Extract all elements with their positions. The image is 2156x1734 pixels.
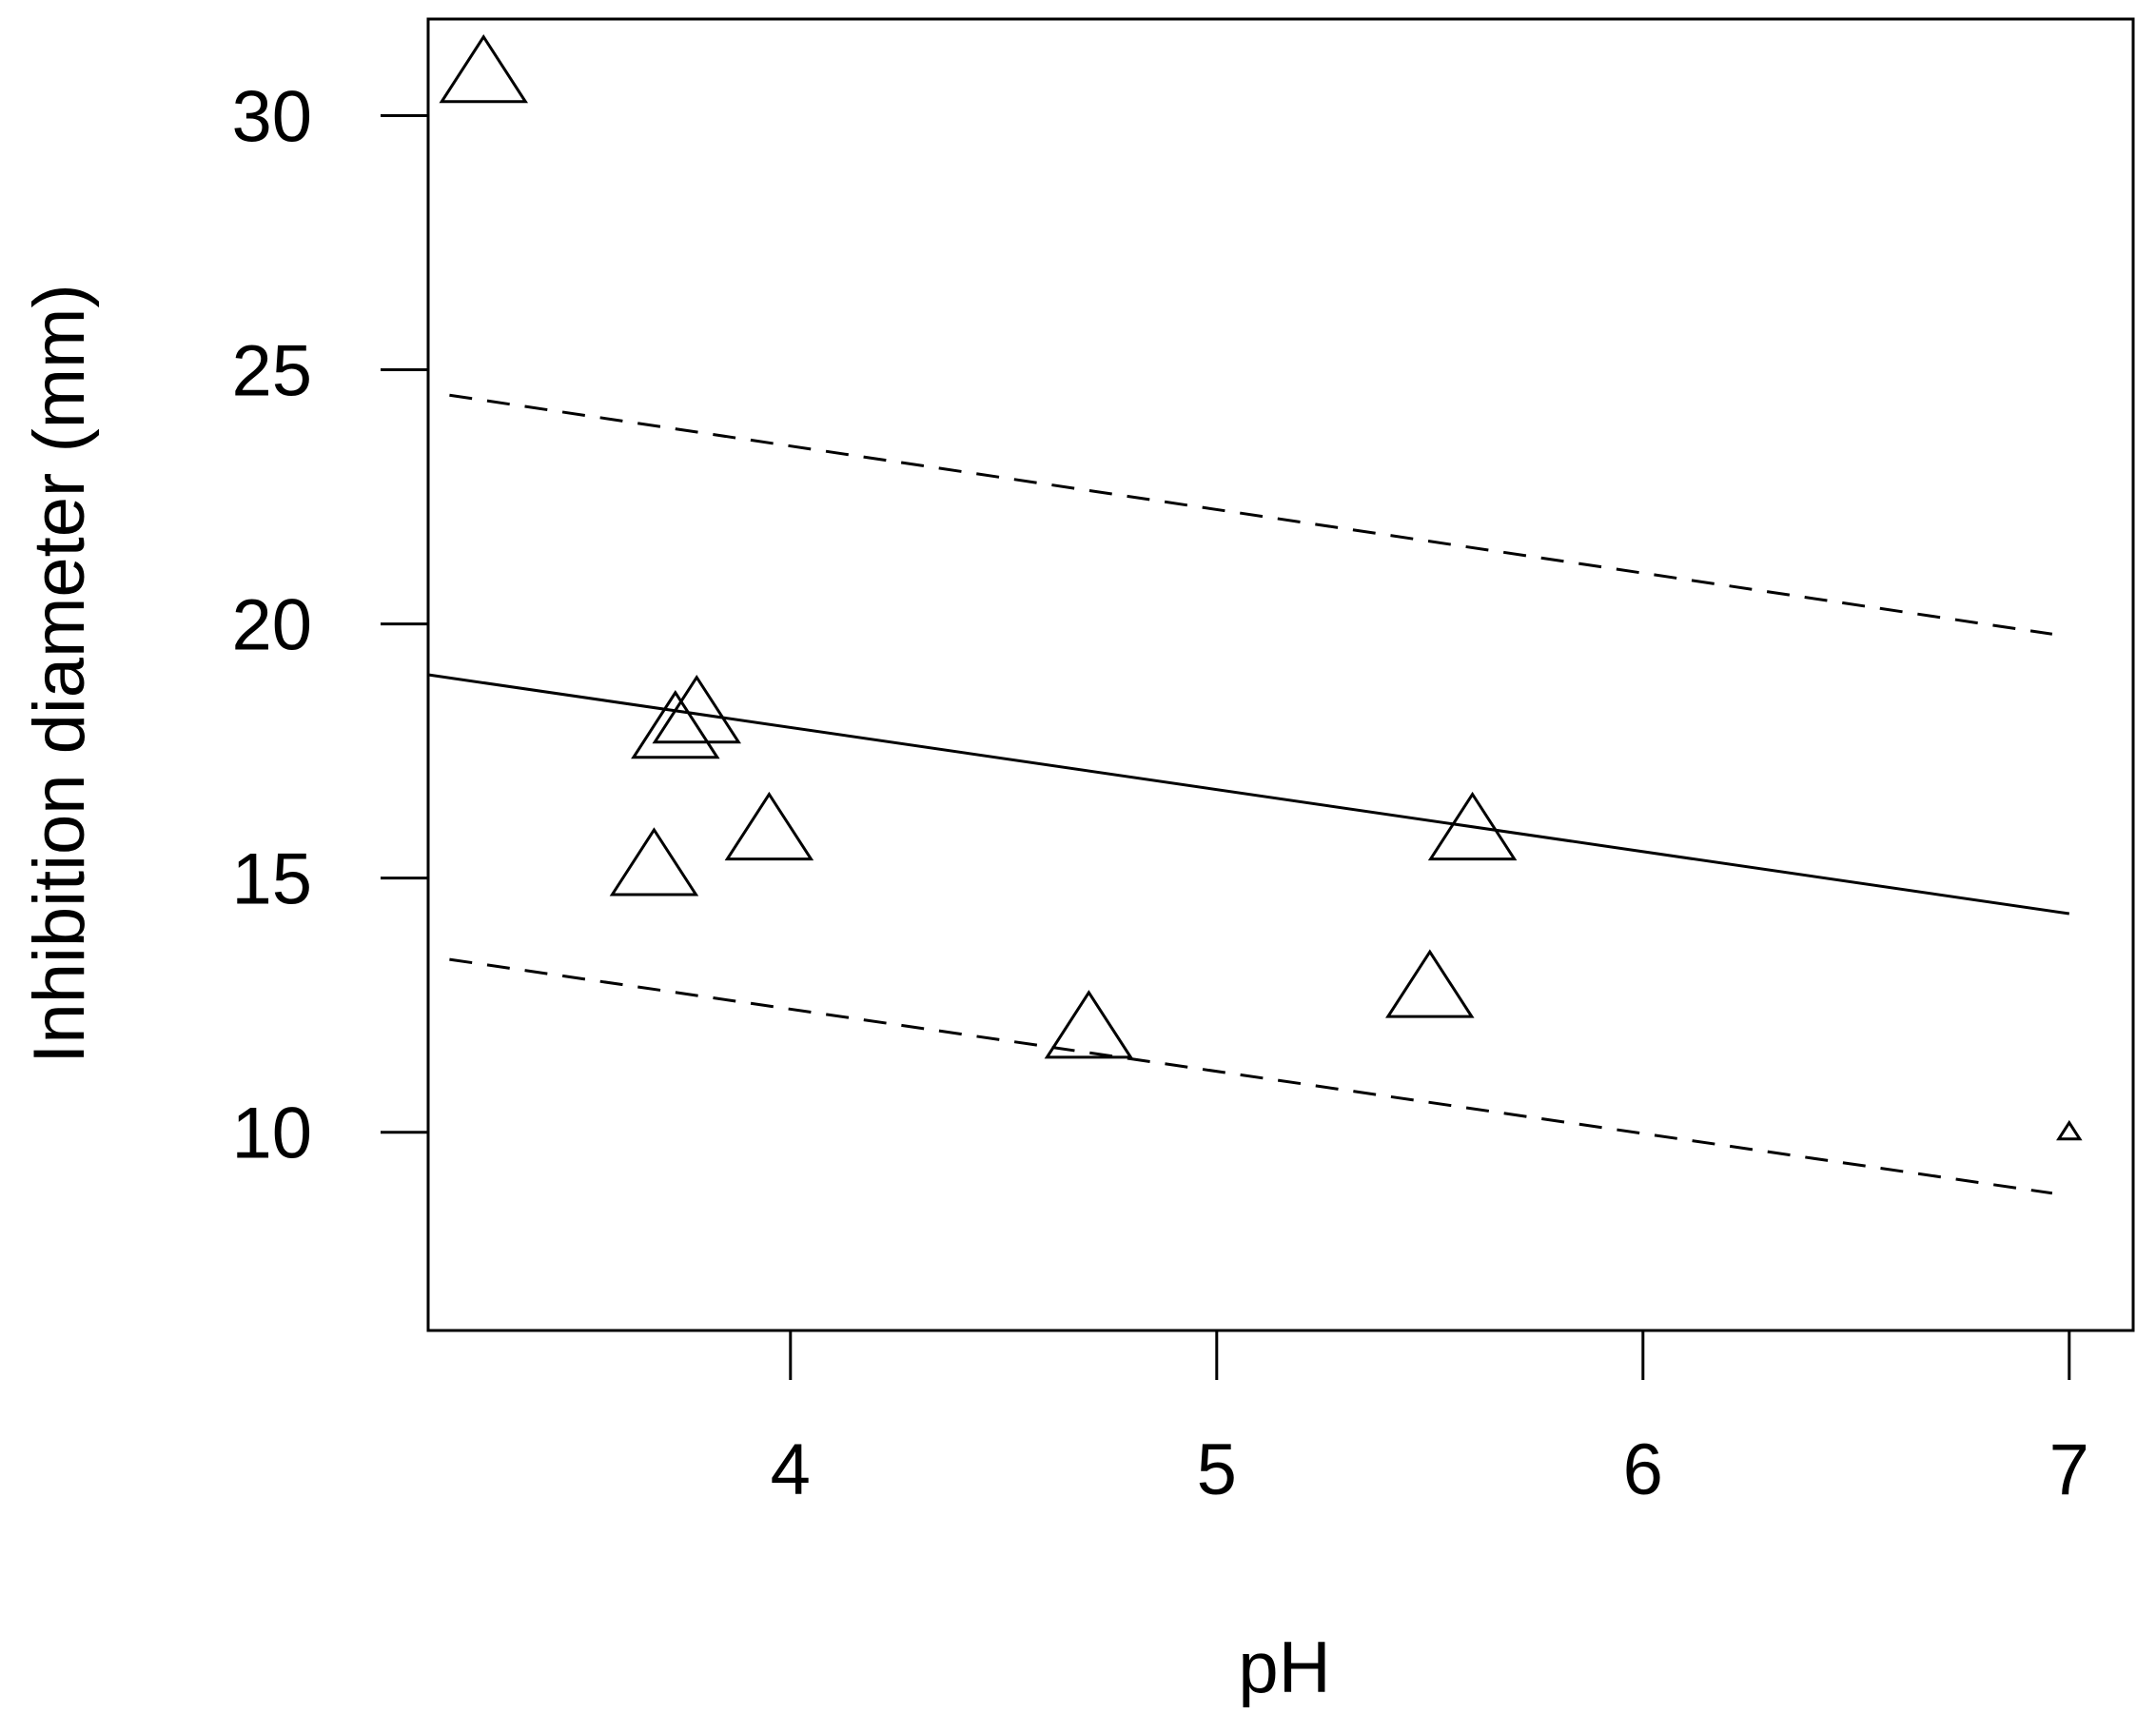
x-tick-label-4: 4 (771, 1429, 811, 1510)
confidence-line-1 (449, 393, 2053, 636)
fit-lines (427, 393, 2070, 1195)
data-point-0 (439, 33, 528, 104)
plot-frame (426, 17, 2135, 1332)
data-point-1 (609, 827, 699, 897)
data-point-4 (724, 791, 814, 861)
regression-line (427, 673, 2070, 916)
data-point-2 (631, 689, 720, 759)
x-tick-label-5: 5 (1197, 1429, 1237, 1510)
data-point-8 (2056, 1119, 2083, 1141)
data-point-5 (1044, 990, 1134, 1059)
y-axis-label: Inhibition diameter (mm) (19, 284, 100, 1063)
y-tick-label-20: 20 (231, 585, 312, 666)
x-axis: 4 5 6 7 (771, 1330, 2089, 1510)
data-point-6 (1385, 949, 1475, 1018)
y-tick-label-10: 10 (231, 1094, 312, 1174)
confidence-line-2 (449, 957, 2053, 1195)
x-axis-label: pH (1238, 1627, 1330, 1708)
data-point-7 (1427, 791, 1518, 861)
x-tick-label-7: 7 (2049, 1429, 2089, 1510)
y-tick-label-30: 30 (231, 76, 312, 157)
y-axis: 10 15 20 25 30 (231, 76, 428, 1174)
y-tick-label-25: 25 (231, 331, 312, 412)
data-points (439, 33, 2083, 1141)
data-point-3 (652, 674, 741, 744)
y-tick-label-15: 15 (231, 839, 312, 920)
x-tick-label-6: 6 (1623, 1429, 1663, 1510)
